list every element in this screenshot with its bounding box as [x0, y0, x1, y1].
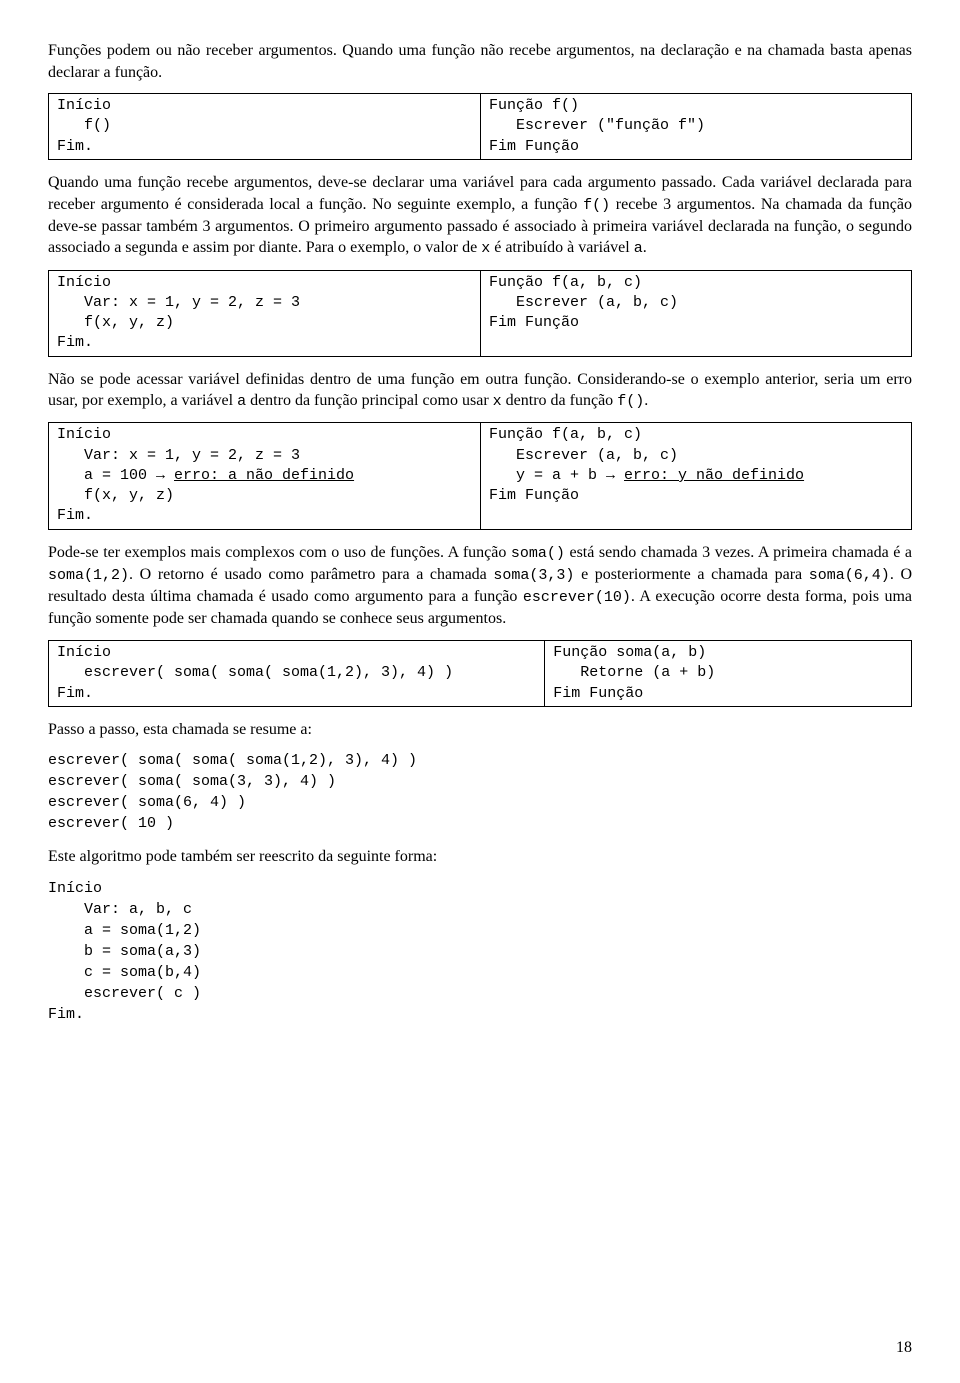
- inline-code: x: [481, 240, 490, 257]
- code-box-1: Início f() Fim. Função f() Escrever ("fu…: [48, 93, 912, 160]
- inline-code: a: [237, 393, 246, 410]
- code-box-2-left: Início Var: x = 1, y = 2, z = 3 f(x, y, …: [49, 271, 480, 356]
- code-box-4: Início escrever( soma( soma( soma(1,2), …: [48, 640, 912, 707]
- text: e posteriormente a chamada para: [574, 566, 808, 583]
- paragraph-2: Quando uma função recebe argumentos, dev…: [48, 172, 912, 260]
- inline-code: soma(6,4): [809, 567, 890, 584]
- text: Pode-se ter exemplos mais complexos com …: [48, 544, 511, 561]
- inline-code: a: [634, 240, 643, 257]
- text: está sendo chamada 3 vezes. A primeira c…: [565, 544, 912, 561]
- code-box-4-left: Início escrever( soma( soma( soma(1,2), …: [49, 641, 544, 706]
- text: .: [643, 239, 647, 256]
- trace-block: escrever( soma( soma( soma(1,2), 3), 4) …: [48, 750, 912, 834]
- code-box-2-right: Função f(a, b, c) Escrever (a, b, c) Fim…: [480, 271, 911, 356]
- text: dentro da função principal como usar: [246, 392, 493, 409]
- code-box-4-right: Função soma(a, b) Retorne (a + b) Fim Fu…: [544, 641, 911, 706]
- rewrite-block: Início Var: a, b, c a = soma(1,2) b = so…: [48, 878, 912, 1025]
- code-box-1-left: Início f() Fim.: [49, 94, 480, 159]
- code-box-1-right: Função f() Escrever ("função f") Fim Fun…: [480, 94, 911, 159]
- text: . O retorno é usado como parâmetro para …: [129, 566, 493, 583]
- paragraph-intro: Funções podem ou não receber argumentos.…: [48, 40, 912, 83]
- code-box-3-right: Função f(a, b, c) Escrever (a, b, c) y =…: [480, 423, 911, 528]
- paragraph-5: Passo a passo, esta chamada se resume a:: [48, 719, 912, 741]
- inline-code: soma(1,2): [48, 567, 129, 584]
- code-box-3: Início Var: x = 1, y = 2, z = 3 a = 100 …: [48, 422, 912, 529]
- inline-code: soma(3,3): [493, 567, 574, 584]
- inline-code: escrever(10): [523, 589, 631, 606]
- inline-code: f(): [617, 393, 644, 410]
- code-box-3-left: Início Var: x = 1, y = 2, z = 3 a = 100 …: [49, 423, 480, 528]
- paragraph-6: Este algoritmo pode também ser reescrito…: [48, 846, 912, 868]
- inline-code: f(): [583, 197, 610, 214]
- paragraph-4: Pode-se ter exemplos mais complexos com …: [48, 542, 912, 630]
- text: .: [644, 392, 648, 409]
- page-number: 18: [896, 1337, 912, 1359]
- code-box-2: Início Var: x = 1, y = 2, z = 3 f(x, y, …: [48, 270, 912, 357]
- text: é atribuído à variável: [490, 239, 634, 256]
- inline-code: soma(): [511, 545, 565, 562]
- paragraph-3: Não se pode acessar variável definidas d…: [48, 369, 912, 413]
- text: dentro da função: [502, 392, 618, 409]
- inline-code: x: [493, 393, 502, 410]
